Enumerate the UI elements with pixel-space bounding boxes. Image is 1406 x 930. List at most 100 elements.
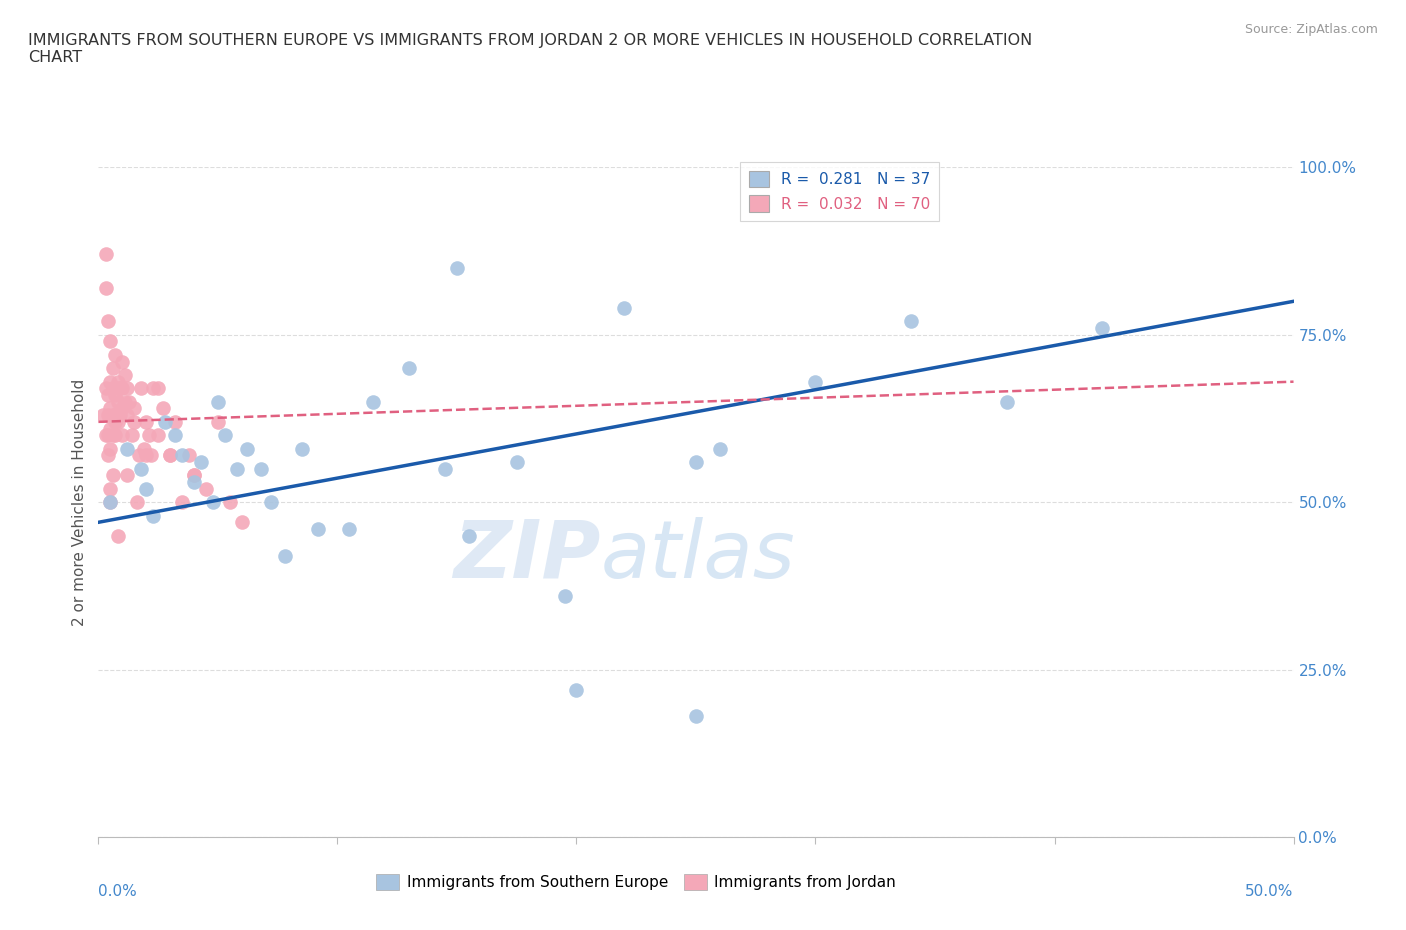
Point	[97, 388, 120, 403]
Point	[124, 401, 146, 416]
Point	[98, 495, 122, 510]
Point	[108, 381, 131, 396]
Point	[111, 428, 134, 443]
Point	[554, 589, 576, 604]
Point	[128, 448, 150, 463]
Point	[142, 381, 165, 396]
Point	[148, 428, 170, 443]
Point	[118, 394, 141, 409]
Y-axis label: 2 or more Vehicles in Household: 2 or more Vehicles in Household	[72, 379, 87, 626]
Point	[183, 474, 205, 489]
Point	[307, 522, 329, 537]
Point	[94, 247, 117, 262]
Point	[114, 367, 136, 382]
Point	[135, 482, 157, 497]
Point	[274, 549, 297, 564]
Point	[142, 508, 165, 523]
Point	[98, 495, 122, 510]
Point	[107, 381, 129, 396]
Point	[183, 468, 205, 483]
Point	[111, 401, 134, 416]
Point	[685, 709, 707, 724]
Point	[235, 441, 257, 456]
Point	[219, 495, 242, 510]
Point	[94, 281, 117, 296]
Point	[398, 361, 420, 376]
Point	[132, 441, 155, 456]
Point	[231, 515, 253, 530]
Point	[115, 407, 138, 422]
Point	[163, 415, 186, 430]
Point	[107, 374, 129, 389]
Point	[613, 300, 636, 315]
Point	[104, 388, 127, 403]
Point	[457, 528, 479, 543]
Text: 50.0%: 50.0%	[1246, 884, 1294, 899]
Point	[111, 354, 134, 369]
Point	[155, 415, 177, 430]
Point	[995, 394, 1018, 409]
Point	[98, 374, 122, 389]
Legend: Immigrants from Southern Europe, Immigrants from Jordan: Immigrants from Southern Europe, Immigra…	[370, 868, 903, 897]
Text: atlas: atlas	[600, 517, 796, 595]
Point	[101, 468, 124, 483]
Point	[1091, 321, 1114, 336]
Point	[207, 394, 229, 409]
Point	[124, 415, 146, 430]
Point	[104, 407, 127, 422]
Text: Source: ZipAtlas.com: Source: ZipAtlas.com	[1244, 23, 1378, 36]
Point	[214, 428, 236, 443]
Point	[290, 441, 312, 456]
Point	[94, 381, 117, 396]
Text: IMMIGRANTS FROM SOUTHERN EUROPE VS IMMIGRANTS FROM JORDAN 2 OR MORE VEHICLES IN : IMMIGRANTS FROM SOUTHERN EUROPE VS IMMIG…	[28, 33, 1032, 65]
Point	[172, 495, 194, 510]
Text: 0.0%: 0.0%	[98, 884, 138, 899]
Point	[190, 455, 212, 470]
Point	[506, 455, 529, 470]
Point	[131, 461, 153, 476]
Point	[101, 381, 124, 396]
Point	[121, 428, 143, 443]
Point	[101, 361, 124, 376]
Point	[202, 495, 225, 510]
Point	[104, 428, 127, 443]
Point	[152, 401, 174, 416]
Point	[446, 260, 468, 275]
Point	[97, 428, 120, 443]
Point	[107, 394, 129, 409]
Point	[159, 448, 181, 463]
Point	[101, 407, 124, 422]
Point	[139, 448, 162, 463]
Point	[115, 468, 138, 483]
Point	[135, 415, 157, 430]
Point	[98, 334, 122, 349]
Point	[104, 415, 127, 430]
Point	[98, 401, 122, 416]
Point	[131, 381, 153, 396]
Point	[97, 407, 120, 422]
Point	[98, 441, 122, 456]
Point	[138, 428, 160, 443]
Point	[98, 421, 122, 436]
Point	[98, 482, 122, 497]
Point	[97, 314, 120, 329]
Point	[339, 522, 360, 537]
Point	[183, 468, 205, 483]
Point	[101, 428, 124, 443]
Point	[107, 415, 129, 430]
Point	[97, 448, 120, 463]
Point	[685, 455, 707, 470]
Point	[135, 448, 157, 463]
Point	[163, 428, 186, 443]
Point	[107, 528, 129, 543]
Point	[104, 348, 127, 363]
Point	[194, 482, 218, 497]
Point	[125, 495, 148, 510]
Point	[91, 407, 114, 422]
Point	[250, 461, 273, 476]
Point	[172, 448, 194, 463]
Point	[226, 461, 249, 476]
Point	[148, 381, 170, 396]
Point	[565, 683, 588, 698]
Point	[115, 381, 138, 396]
